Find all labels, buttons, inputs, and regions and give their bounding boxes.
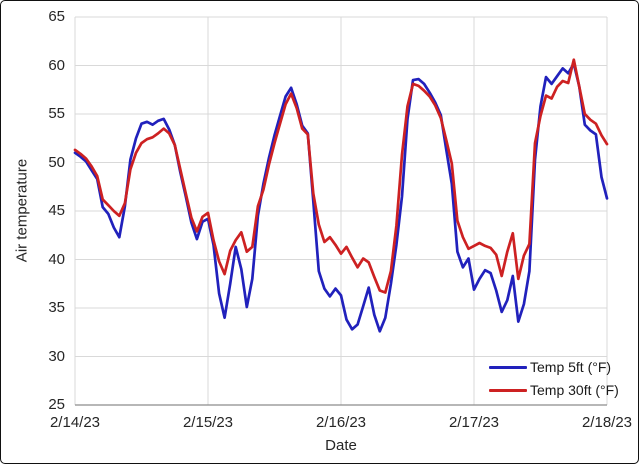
y-tick-label: 65 (48, 8, 65, 25)
y-tick-label: 55 (48, 105, 65, 122)
x-axis-title: Date (325, 437, 357, 454)
x-tick-label: 2/14/23 (49, 414, 101, 431)
x-tick-label: 2/17/23 (448, 414, 500, 431)
y-tick-label: 25 (48, 396, 65, 413)
legend-line-sample-red (489, 388, 527, 392)
legend-item-temp-5ft: Temp 5ft (°F) (489, 357, 611, 377)
x-tick-label: 2/16/23 (315, 414, 367, 431)
y-tick-label: 40 (48, 250, 65, 268)
legend-item-temp-30ft: Temp 30ft (°F) (489, 380, 619, 400)
legend-line-sample-blue (489, 365, 527, 369)
y-tick-label: 30 (48, 347, 65, 365)
y-tick-label: 45 (48, 202, 65, 219)
y-axis-title: Air temperature (13, 158, 31, 263)
x-tick-label: 2/15/23 (182, 414, 234, 431)
y-tick-label: 35 (48, 299, 65, 316)
legend-label-temp-30ft: Temp 30ft (°F) (530, 382, 619, 398)
y-tick-label: 60 (48, 56, 65, 74)
x-tick-label: 2/18/23 (581, 414, 633, 431)
y-tick-label: 50 (48, 153, 65, 171)
legend-label-temp-5ft: Temp 5ft (°F) (530, 359, 612, 375)
